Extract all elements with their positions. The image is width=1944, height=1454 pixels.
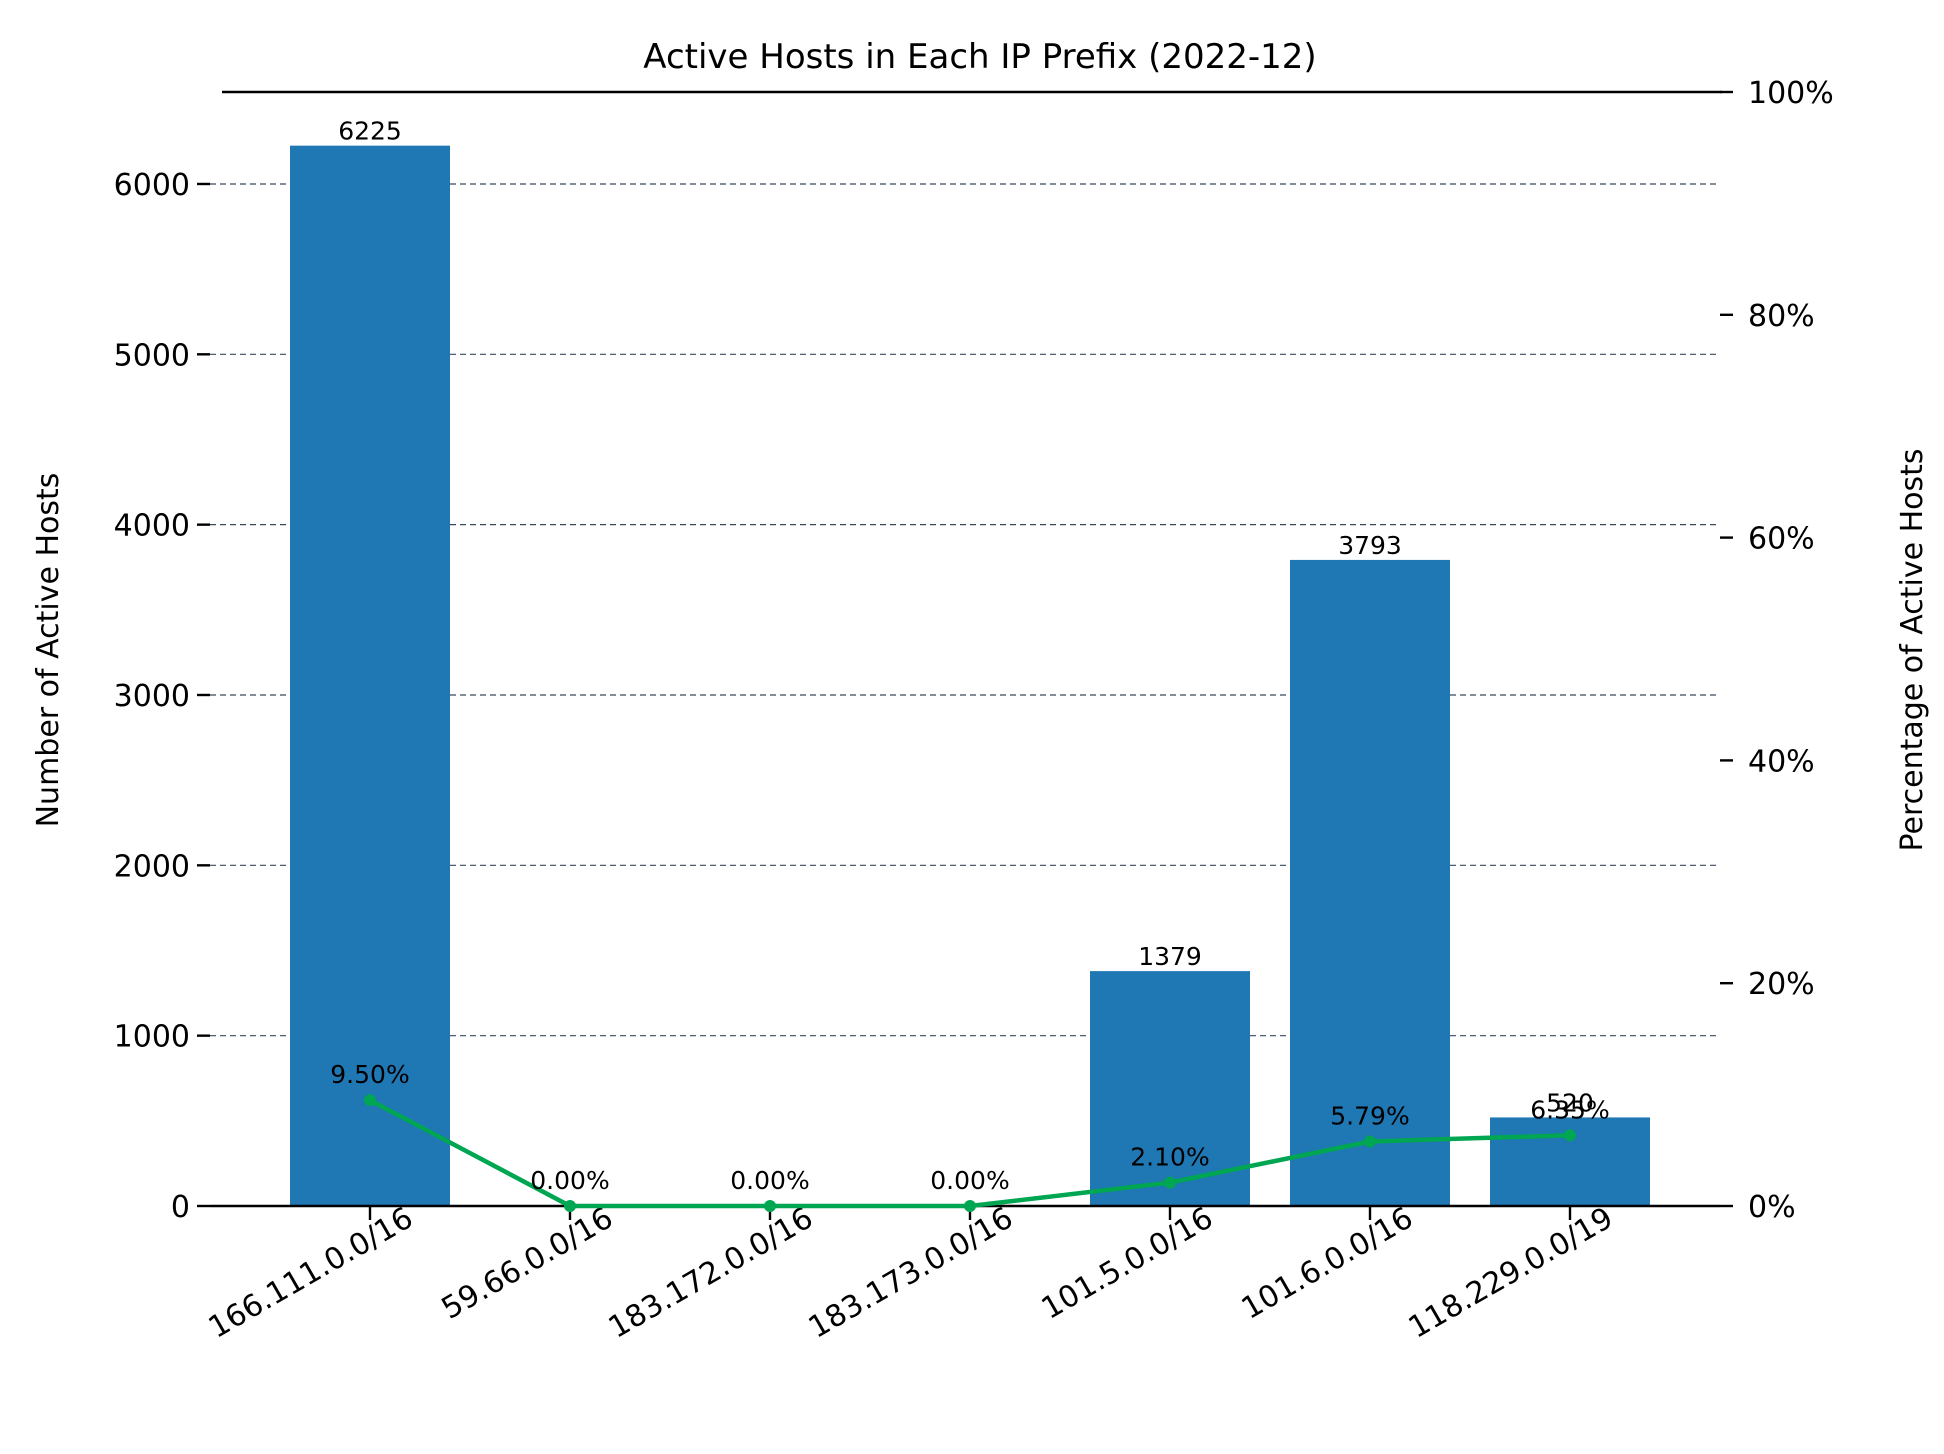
percentage-label-0: 9.50% [330,1060,409,1089]
y-tick-label-4: 4000 [114,509,190,544]
y-tick-label-3: 3000 [114,679,190,714]
data-labels: 6225 1379 3793 520 9.50% 0.00% 0.00% 0.00% 2.10%… [330,117,1609,1195]
x-tick-label-2: 183.172.0.0/16 [603,1201,819,1346]
percentage-label-2: 0.00% [730,1166,809,1195]
y2-axis-label: Percentage of Active Hosts [1895,448,1930,851]
y-axis-label: Number of Active Hosts [31,473,66,828]
percentage-point-0 [364,1094,376,1107]
percentage-point-1 [564,1200,576,1212]
bars [290,145,1650,1206]
percentage-point-2 [764,1200,776,1212]
percentage-label-4: 2.10% [1130,1143,1209,1172]
percentage-label-3: 0.00% [930,1166,1009,1195]
percentage-label-1: 0.00% [530,1166,609,1195]
y2-tick-label-2: 40% [1748,744,1815,779]
y-tick-label-6: 6000 [114,168,190,203]
percentage-point-4 [1164,1176,1176,1189]
percentage-point-5 [1364,1135,1376,1148]
bar-value-label-5: 3793 [1338,531,1402,560]
x-tick-label-5: 101.6.0.0/16 [1236,1201,1419,1327]
chart-title: Active Hosts in Each IP Prefix (2022-12) [643,37,1316,77]
bar-value-label-0: 6225 [338,117,402,146]
y-tick-label-5: 5000 [114,338,190,373]
x-tick-label-4: 101.5.0.0/16 [1036,1201,1219,1327]
x-tick-label-0: 166.111.0.0/16 [203,1201,419,1346]
y2-tick-label-5: 100% [1748,76,1834,111]
x-tick-label-6: 118.229.0.0/19 [1403,1201,1619,1346]
bar-value-label-6: 520 [1546,1088,1594,1117]
x-tick-label-3: 183.173.0.0/16 [803,1201,1019,1346]
percentage-label-6: 6.35% [1530,1095,1609,1124]
y2-tick-label-4: 80% [1748,299,1815,334]
percentage-line [364,1094,1576,1212]
y-tick-label-1: 1000 [114,1020,190,1055]
bar-5 [1290,559,1450,1206]
y-tick-label-0: 0 [171,1190,190,1225]
y2-tick-label-0: 0% [1748,1190,1796,1225]
y-tick-label-2: 2000 [114,849,190,884]
grid [210,183,1720,1037]
y2-tick-label-3: 60% [1748,522,1815,557]
bar-value-label-4: 1379 [1138,942,1202,971]
percentage-point-6 [1564,1129,1576,1142]
bar-4 [1090,971,1250,1206]
x-tick-label-1: 59.66.0.0/16 [436,1201,619,1327]
y2-tick-label-1: 20% [1748,967,1815,1002]
percentage-point-3 [964,1200,976,1212]
bar-0 [290,145,450,1206]
percentage-label-5: 5.79% [1330,1101,1409,1130]
